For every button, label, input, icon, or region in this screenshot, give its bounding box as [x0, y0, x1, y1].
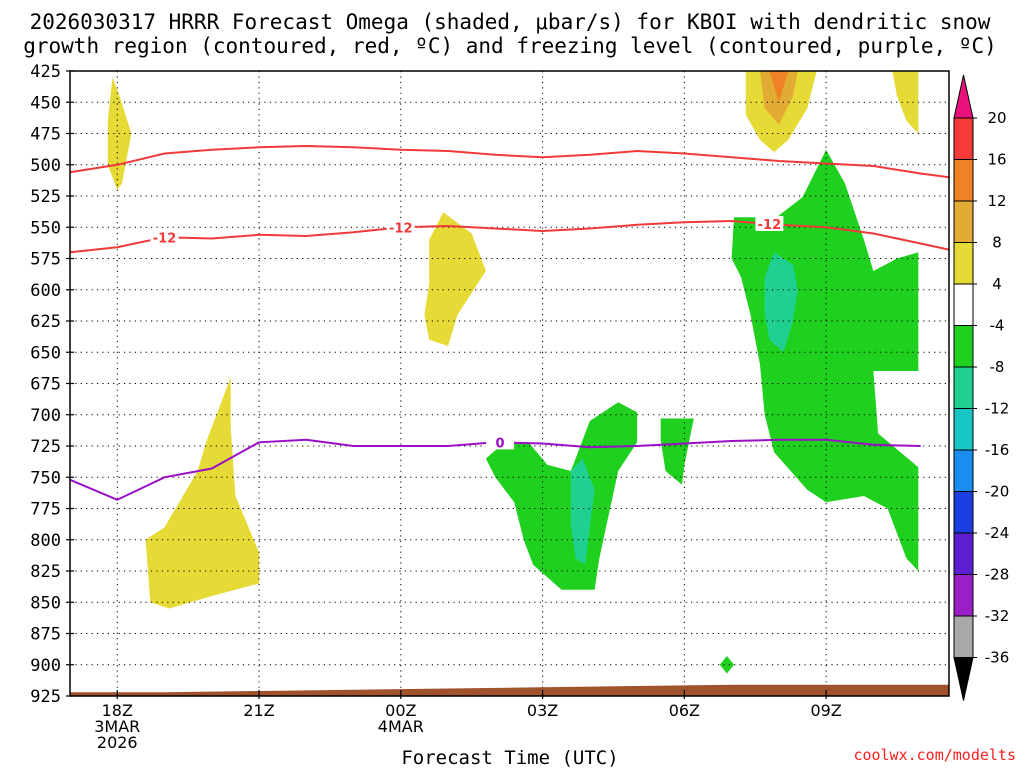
y-tick-label: 525 — [30, 187, 61, 207]
contour-label-bg — [386, 219, 415, 235]
y-tick-label: 750 — [30, 468, 61, 488]
colorbar-swatch — [953, 159, 974, 202]
y-tick-label: 875 — [30, 625, 61, 645]
x-tick-date: 4MAR — [378, 717, 424, 736]
x-tick-year: 2026 — [97, 733, 138, 752]
omega-pos-center — [424, 212, 486, 346]
y-tick-label: 450 — [30, 93, 61, 113]
grid-layer — [70, 71, 949, 696]
x-tick-label: 03Z — [527, 701, 558, 720]
colorbar-label: -12 — [985, 400, 1010, 418]
colorbar-swatch — [953, 408, 974, 451]
colorbar-label: 16 — [987, 151, 1006, 169]
omega-neg-center — [485, 402, 638, 590]
y-tick-label: 425 — [30, 62, 61, 82]
colorbar-top-arrow — [953, 74, 974, 119]
dgz-minus12-contour — [70, 219, 949, 254]
x-axis-label: Forecast Time (UTC) — [401, 747, 618, 768]
y-tick-label: 925 — [30, 687, 61, 707]
y-axis-ticks: 425 450 475 500 525 550 575 600 625 650 675 700 725 7… — [30, 62, 74, 707]
terrain-layer — [70, 684, 949, 696]
x-tick-label: 21Z — [243, 701, 274, 720]
x-tick-date: 3MAR — [94, 717, 140, 736]
colorbar-label: -24 — [985, 524, 1010, 542]
y-tick-label: 775 — [30, 500, 61, 520]
colorbar-label: 8 — [992, 234, 1002, 252]
y-tick-label: 600 — [30, 281, 61, 301]
omega-shading-layer — [107, 71, 919, 674]
contour-label: 0 — [496, 436, 505, 451]
colorbar-swatch — [953, 283, 974, 326]
colorbar-label: -36 — [985, 649, 1010, 667]
omega-neg-center-8 — [570, 458, 595, 565]
colorbar-swatch — [953, 491, 974, 534]
colorbar-label: -28 — [985, 566, 1010, 584]
omega-neg-small-2 — [719, 656, 734, 674]
colorbar-swatch — [953, 532, 974, 575]
colorbar-label: -32 — [985, 607, 1010, 625]
contour-label: -12 — [758, 218, 782, 233]
colorbar-label: 4 — [992, 275, 1002, 293]
y-tick-label: 575 — [30, 250, 61, 270]
colorbar-label: 12 — [987, 192, 1006, 210]
y-tick-label: 550 — [30, 218, 61, 238]
chart-title-line1: 2026030317 HRRR Forecast Omega (shaded, … — [30, 10, 991, 34]
colorbar-label: -8 — [990, 358, 1005, 376]
colorbar-swatch — [953, 325, 974, 368]
y-tick-label: 850 — [30, 593, 61, 613]
y-tick-label: 475 — [30, 125, 61, 145]
colorbar-label: -4 — [990, 317, 1005, 335]
y-tick-label: 675 — [30, 375, 61, 395]
x-tick-label: 09Z — [810, 701, 841, 720]
y-tick-label: 700 — [30, 406, 61, 426]
contour-label-bg — [150, 229, 179, 245]
y-tick-label: 725 — [30, 437, 61, 457]
colorbar: 20 16 12 8 4 -4 -8 -12 -16 -20 -24 -28 -32 -36 — [953, 74, 1010, 701]
y-tick-label: 900 — [30, 656, 61, 676]
colorbar-label: 20 — [987, 109, 1006, 127]
credit-text: coolwx.com/modelts — [853, 746, 1016, 764]
contour-label: -12 — [153, 231, 177, 246]
y-tick-label: 650 — [30, 343, 61, 363]
omega-neg-small-1 — [660, 418, 694, 485]
colorbar-swatch — [953, 449, 974, 492]
omega-pos-lower-left — [145, 377, 259, 609]
omega-neg-right-8 — [764, 252, 798, 353]
contour-label: -12 — [389, 221, 413, 236]
colorbar-label: -20 — [985, 483, 1010, 501]
y-tick-label: 800 — [30, 531, 61, 551]
colorbar-label: -16 — [985, 441, 1010, 459]
colorbar-swatch — [953, 366, 974, 409]
x-tick-label: 00Z — [385, 701, 416, 720]
omega-pos-right-edge — [892, 71, 919, 134]
chart-title-line2: growth region (contoured, red, ºC) and f… — [23, 34, 997, 58]
contour-label-layer: -12 -12 -12 0 — [150, 216, 784, 451]
y-tick-label: 625 — [30, 312, 61, 332]
terrain-ground — [70, 684, 949, 696]
colorbar-swatch — [953, 574, 974, 617]
plot-area — [70, 71, 949, 696]
colorbar-bottom-arrow — [953, 657, 974, 701]
contour-label-bg — [486, 434, 515, 450]
y-tick-label: 825 — [30, 562, 61, 582]
colorbar-swatch — [953, 615, 974, 658]
colorbar-swatch — [953, 242, 974, 285]
dgz-top-contour — [70, 144, 949, 179]
x-tick-label: 18Z — [102, 701, 133, 720]
x-tick-label: 06Z — [669, 701, 700, 720]
colorbar-swatch — [953, 117, 974, 160]
omega-pos-top-right-12 — [769, 71, 789, 103]
y-tick-label: 500 — [30, 156, 61, 176]
contour-label-bg — [755, 216, 784, 231]
colorbar-swatch — [953, 200, 974, 243]
